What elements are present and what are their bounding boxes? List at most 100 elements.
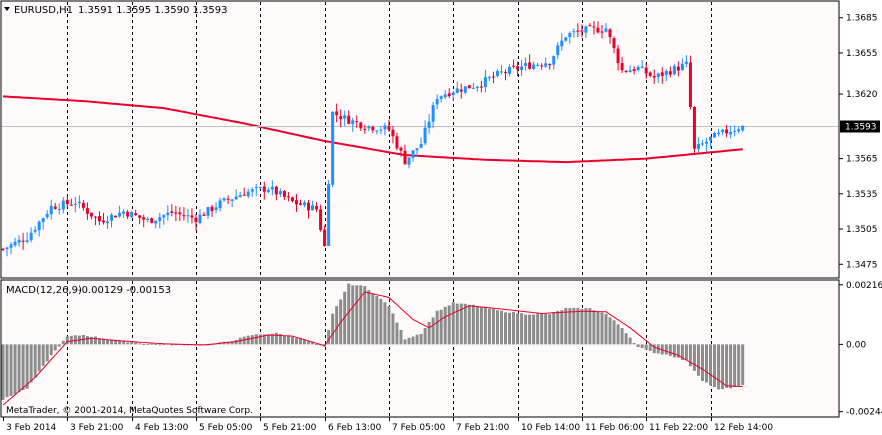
price-tick-label: 1.3535 [846, 190, 878, 200]
macd-bar [439, 309, 443, 345]
candle [122, 209, 126, 218]
price-tick-label: 1.3685 [846, 14, 878, 24]
macd-bar [270, 333, 274, 345]
candle [471, 82, 475, 90]
candle [636, 65, 640, 72]
candle [21, 233, 25, 250]
price-panel[interactable] [0, 0, 840, 279]
candle [548, 63, 552, 70]
candle [323, 225, 327, 247]
macd-bar [548, 314, 552, 345]
macd-bar [69, 335, 73, 345]
candle [628, 65, 632, 73]
candle [206, 206, 210, 220]
candle [475, 85, 479, 93]
candle [721, 128, 725, 135]
candle [254, 183, 258, 196]
candle [307, 199, 311, 219]
candle [158, 212, 162, 229]
macd-bar [359, 285, 363, 345]
macd-bar [9, 344, 13, 396]
candle [202, 211, 206, 217]
macd-values: -0.00129 -0.00153 [78, 285, 171, 296]
macd-bar [435, 310, 439, 345]
candles [1, 21, 745, 257]
candle [672, 63, 676, 76]
macd-bar [415, 334, 419, 345]
macd-bar [604, 313, 608, 345]
price-tick-label: 1.3565 [846, 155, 878, 165]
candle [656, 72, 660, 84]
candle [367, 125, 371, 132]
candle [170, 204, 174, 217]
macd-bar [315, 344, 319, 346]
macd-bar [733, 344, 737, 388]
macd-bar [692, 344, 696, 371]
candle [134, 209, 138, 217]
macd-bar [89, 336, 93, 345]
macd-bar [102, 338, 105, 345]
candle [234, 189, 238, 201]
vertical-grid [67, 2, 712, 416]
candle [126, 209, 130, 220]
macd-bar [254, 334, 258, 345]
candle [303, 200, 306, 208]
candle [664, 69, 668, 82]
macd-bar [303, 339, 306, 345]
macd-bar [25, 344, 29, 389]
macd-bar [532, 314, 536, 345]
candle [41, 217, 45, 230]
macd-bar [717, 344, 721, 390]
macd-bar [122, 340, 126, 345]
macd-bar [21, 344, 25, 391]
moving-average [2, 95, 743, 164]
macd-bar [363, 286, 367, 345]
candle [37, 220, 41, 237]
time-tick-label: 3 Feb 2014 [6, 423, 57, 433]
macd-bar [556, 310, 560, 345]
candle [463, 86, 467, 95]
candle [359, 121, 363, 131]
candle [73, 196, 77, 213]
time-tick-label: 5 Feb 21:00 [263, 423, 317, 433]
macd-bar [729, 344, 733, 389]
candle [455, 81, 459, 94]
candle [387, 119, 391, 132]
candle [572, 28, 576, 38]
candle [5, 246, 9, 257]
macd-bar [536, 313, 540, 345]
macd-bar [403, 339, 407, 345]
candle [443, 90, 447, 100]
candle [9, 242, 13, 255]
macd-bar [174, 344, 178, 346]
macd-bar [640, 344, 644, 349]
macd-bar [648, 344, 652, 351]
macd-bar [684, 344, 688, 361]
macd-bar [499, 310, 503, 345]
macd-bar [331, 313, 335, 345]
macd-bar [552, 312, 556, 345]
candle [612, 36, 616, 54]
macd-bar [13, 344, 17, 395]
macd-bar [230, 341, 234, 345]
candle [1, 247, 5, 252]
macd-bar [632, 342, 636, 345]
candle [335, 103, 339, 123]
macd-bar [375, 295, 379, 345]
time-tick-label: 11 Feb 06:00 [585, 423, 644, 433]
macd-bar [672, 344, 676, 358]
candle [600, 24, 604, 39]
candle [423, 120, 427, 146]
candle [680, 58, 684, 72]
candle [407, 157, 411, 169]
candle [580, 24, 584, 38]
candle [536, 62, 540, 67]
macd-bar [85, 336, 89, 345]
chart-menu-triangle-icon[interactable] [4, 7, 10, 11]
candle [435, 94, 439, 110]
macd-bar [57, 344, 61, 347]
candle [93, 215, 97, 226]
macd-bar [455, 303, 459, 345]
candle [138, 215, 142, 225]
